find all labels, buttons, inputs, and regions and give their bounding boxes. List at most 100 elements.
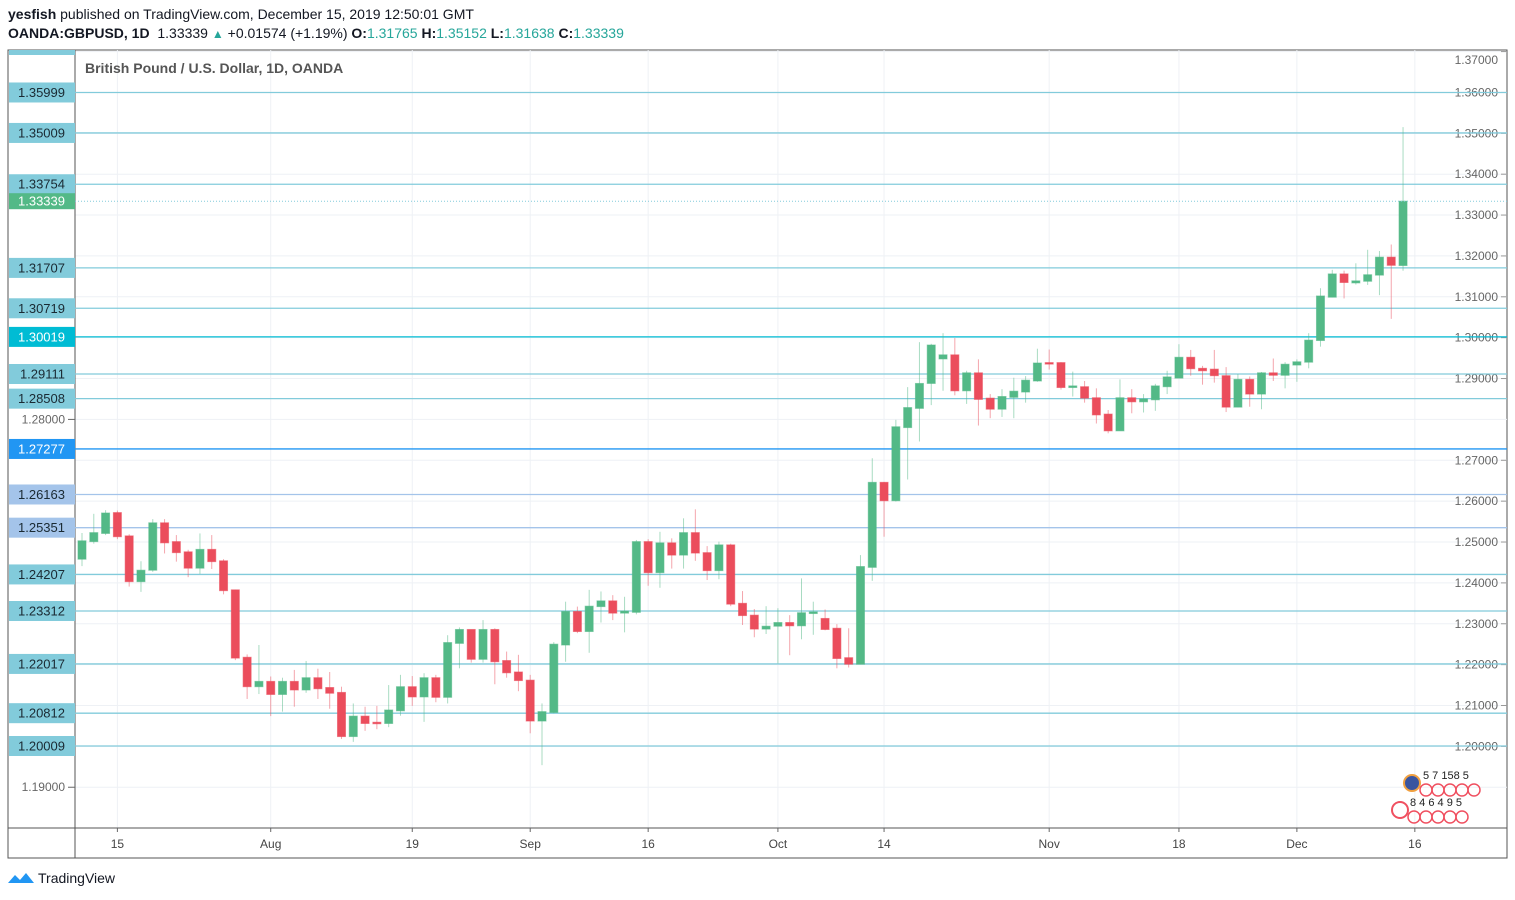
candle-body-up [101,512,111,534]
candle-body-down [242,656,252,688]
candle-body-down [431,677,441,698]
price-level-label: 1.20009 [18,739,65,754]
candle-body-up [1162,376,1172,388]
price-level-label-bg [9,326,75,347]
last-price-label: 1.33339 [18,194,65,209]
price-level-label-bg [9,653,75,674]
brand-name: TradingView [38,870,116,886]
x-tick-label: 16 [641,837,655,851]
candle-body-up [1351,280,1361,284]
y-tick-label: 1.37000 [1455,53,1499,67]
candle-body-down [183,551,193,569]
high-value: 1.35152 [436,25,487,41]
candle-body-up [1327,273,1337,298]
candle-body-down [313,677,323,690]
price-level-label-bg [9,703,75,724]
candle-body-up [384,709,394,724]
candle-body-up [938,354,948,360]
candle-body-up [997,396,1007,410]
candle-body-down [372,721,382,725]
price-level-label: 1.31707 [18,260,65,275]
x-tick-label: Sep [520,837,542,851]
candle-body-up [596,600,606,608]
candle-body-down [1044,362,1054,365]
price-level-label: 1.22017 [18,656,65,671]
candle-body-up [620,610,630,614]
candle-body-up [962,372,972,392]
candle-body-down [832,627,842,659]
candle-body-up [855,566,865,665]
last-price: 1.33339 [157,25,208,41]
price-level-label-bg [9,484,75,505]
y-tick-label: 1.26000 [1455,494,1499,508]
x-tick-label: 16 [1408,837,1422,851]
candle-body-up [419,677,429,698]
candle-body-down [879,481,889,502]
candle-body-up [891,426,901,502]
candle-body-down [289,680,299,691]
candle-body-up [1292,361,1302,366]
price-level-label: 1.23312 [18,604,65,619]
high-label: H: [421,25,437,41]
price-level-label-bg [9,564,75,585]
price-level-label-bg [9,388,75,409]
price-level-label-bg [9,174,75,195]
y-tick-label: 1.19000 [22,780,66,794]
price-level-label: 1.29111 [20,367,65,382]
candle-body-up [867,481,877,568]
candle-body-up [549,643,559,713]
candle-body-up [1174,356,1184,379]
close-label: C: [558,25,574,41]
candle-body-down [950,354,960,392]
y-tick-label: 1.32000 [1455,249,1499,263]
candle-body-down [230,589,240,659]
price-level-label-bg [9,364,75,385]
candle-body-down [608,600,618,614]
candle-body-down [667,542,677,556]
publish-text: published on TradingView.com, December 1… [60,6,474,22]
candle-body-up [903,407,913,429]
candle-body-down [1103,413,1113,432]
candle-body-down [325,687,335,694]
candle-body-up [1398,200,1408,267]
candle-body-up [1304,339,1314,363]
price-level-label-bg [9,601,75,622]
candle-body-down [336,691,346,738]
low-label: L: [490,25,504,41]
candle-body-up [1233,378,1243,408]
candle-body-down [690,532,700,554]
y-tick-label: 1.29000 [1455,372,1499,386]
candle-body-up [1032,362,1042,382]
open-value: 1.31765 [366,25,418,41]
tradingview-logo[interactable]: TradingView [8,870,115,886]
x-tick-label: Oct [769,837,788,851]
candle-body-up [478,628,488,660]
candle-body-down [785,622,795,627]
price-level-label: 1.20812 [18,706,65,721]
candle-body-up [714,544,724,572]
candle-body-down [820,617,830,630]
candle-body-up [1363,274,1373,282]
publish-info: yesfish published on TradingView.com, De… [8,6,474,22]
candle-body-down [1245,378,1255,395]
close-value: 1.33339 [573,25,624,41]
price-level-label: 1.35009 [18,125,65,140]
symbol-name: OANDA:GBPUSD, 1D [8,25,150,41]
candle-body-up [1021,379,1031,393]
y-tick-label: 1.23000 [1455,617,1499,631]
price-level-label-bg [9,517,75,538]
y-tick-label: 1.34000 [1455,167,1499,181]
candle-body-down [702,552,712,572]
price-level-label: 1.26163 [18,487,65,502]
candle-body-up [195,548,205,569]
candle-body-up [1374,256,1384,276]
candle-body-up [254,680,264,688]
candle-body-down [1339,273,1349,283]
price-level-label-bg [9,438,75,459]
y-tick-label: 1.22000 [1455,658,1499,672]
candle-body-down [1268,372,1278,376]
symbol-legend: OANDA:GBPUSD, 1D 1.33339 ▲ +0.01574 (+1.… [8,25,624,41]
author[interactable]: yesfish [8,6,57,22]
candle-body-up [631,541,641,613]
